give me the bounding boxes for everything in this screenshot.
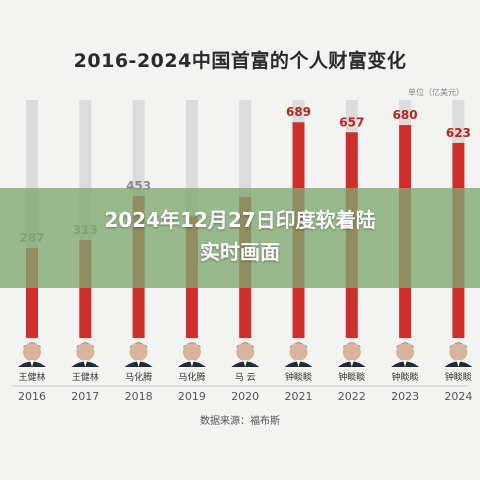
value-label-2021: 689 bbox=[286, 105, 311, 119]
headline-banner bbox=[0, 188, 480, 288]
headline-line-1: 2024年12月27日印度软着陆 bbox=[104, 208, 376, 232]
person-name-2017: 王健林 bbox=[72, 371, 99, 383]
x-tick-2018: 2018 bbox=[125, 390, 153, 403]
avatar-2016 bbox=[18, 342, 46, 367]
x-tick-2023: 2023 bbox=[391, 390, 419, 403]
x-tick-2016: 2016 bbox=[18, 390, 46, 403]
avatar-2019 bbox=[177, 342, 206, 367]
avatar-2024 bbox=[444, 342, 473, 367]
person-name-2018: 马化腾 bbox=[125, 371, 152, 383]
x-tick-2019: 2019 bbox=[178, 390, 206, 403]
data-source: 数据来源：福布斯 bbox=[200, 416, 280, 427]
person-name-2019: 马化腾 bbox=[178, 371, 205, 383]
x-tick-2021: 2021 bbox=[285, 390, 313, 403]
person-name-2024: 钟睒睒 bbox=[445, 371, 472, 383]
avatar-2023 bbox=[391, 342, 420, 367]
person-name-2016: 王健林 bbox=[18, 371, 45, 383]
avatar-2020 bbox=[231, 342, 260, 367]
headline-line-2: 实时画面 bbox=[200, 240, 280, 264]
value-label-2024: 623 bbox=[446, 126, 471, 140]
headline-text: 2024年12月27日印度软着陆 实时画面 bbox=[0, 204, 480, 268]
value-label-2023: 680 bbox=[393, 108, 418, 122]
value-label-2022: 657 bbox=[339, 115, 364, 129]
x-tick-2024: 2024 bbox=[444, 390, 472, 403]
avatar-2022 bbox=[337, 342, 366, 367]
person-name-2023: 钟睒睒 bbox=[392, 371, 419, 383]
chart-title: 2016-2024中国首富的个人财富变化 bbox=[73, 50, 407, 72]
person-name-2022: 钟睒睒 bbox=[338, 371, 365, 383]
x-tick-2020: 2020 bbox=[231, 390, 259, 403]
x-tick-2022: 2022 bbox=[338, 390, 366, 403]
x-tick-2017: 2017 bbox=[71, 390, 99, 403]
avatar-2018 bbox=[124, 342, 153, 367]
person-name-2020: 马 云 bbox=[235, 372, 256, 383]
person-name-2021: 钟睒睒 bbox=[285, 371, 312, 383]
avatar-2021 bbox=[284, 342, 313, 367]
avatar-2017 bbox=[71, 342, 100, 367]
unit-label: 单位（亿美元） bbox=[408, 88, 464, 97]
